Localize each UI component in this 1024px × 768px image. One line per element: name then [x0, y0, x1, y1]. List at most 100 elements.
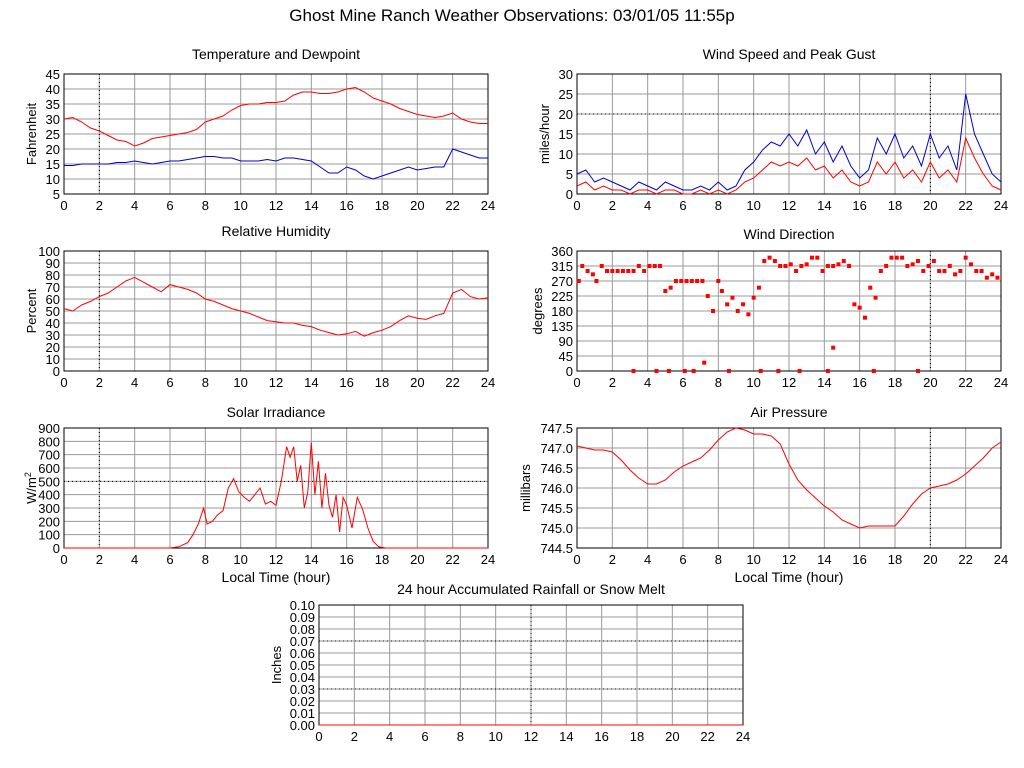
- y-tick-label: 300: [38, 501, 60, 516]
- x-tick-label: 8: [457, 729, 464, 744]
- data-point: [691, 369, 696, 373]
- data-point: [910, 262, 915, 267]
- x-tick-label: 20: [410, 375, 424, 390]
- y-tick-label: 45: [559, 349, 573, 364]
- y-tick-label: 800: [38, 434, 60, 449]
- y-tick-label: 30: [559, 67, 573, 82]
- y-axis-label: Fahrenheit: [24, 103, 39, 166]
- y-tick-label: 10: [559, 147, 573, 162]
- x-tick-label: 6: [679, 552, 686, 567]
- y-tick-label: 270: [551, 274, 573, 289]
- x-tick-label: 24: [481, 198, 495, 213]
- y-tick-label: 0.09: [290, 610, 315, 625]
- y-tick-label: 30: [46, 112, 60, 127]
- data-point: [878, 269, 883, 273]
- series-line-red: [576, 136, 1002, 195]
- x-tick-label: 22: [958, 552, 972, 567]
- x-tick-label: 22: [958, 375, 972, 390]
- data-point: [937, 269, 942, 273]
- x-tick-label: 12: [782, 375, 796, 390]
- data-point: [580, 264, 585, 268]
- plot-frame: [63, 73, 489, 195]
- data-point: [831, 345, 836, 350]
- x-tick-label: 18: [375, 552, 389, 567]
- x-tick-label: 20: [923, 198, 937, 213]
- y-tick-label: 900: [38, 421, 60, 436]
- data-point: [716, 279, 721, 283]
- y-tick-label: 70: [46, 280, 60, 295]
- plot-frame: [576, 250, 1002, 372]
- data-point: [576, 279, 581, 283]
- x-tick-label: 20: [410, 198, 424, 213]
- data-point: [668, 285, 673, 290]
- data-point: [804, 262, 809, 267]
- data-point: [735, 309, 740, 313]
- y-tick-label: 40: [46, 82, 60, 97]
- data-point: [695, 279, 700, 283]
- y-tick-label: 745.5: [540, 501, 573, 516]
- data-point: [599, 264, 604, 268]
- chart-rain: 24 hour Accumulated Rainfall or Snow Mel…: [269, 581, 750, 744]
- y-tick-label: 0: [566, 364, 573, 379]
- x-tick-label: 22: [700, 729, 714, 744]
- x-tick-label: 2: [351, 729, 358, 744]
- chart-title: Solar Irradiance: [227, 404, 326, 420]
- x-tick-label: 2: [96, 375, 103, 390]
- y-tick-label: 20: [559, 107, 573, 122]
- y-tick-label: 0.01: [290, 706, 315, 721]
- x-tick-label: 0: [60, 552, 67, 567]
- x-tick-label: 8: [715, 552, 722, 567]
- x-tick-label: 24: [994, 552, 1008, 567]
- y-tick-label: 0.05: [290, 658, 315, 673]
- x-tick-label: 14: [817, 375, 831, 390]
- data-point: [654, 369, 659, 373]
- x-tick-label: 18: [888, 375, 902, 390]
- data-point: [673, 279, 678, 283]
- data-point: [947, 264, 952, 268]
- data-point: [642, 269, 647, 273]
- data-point: [820, 269, 825, 273]
- data-point: [915, 369, 920, 373]
- data-point: [797, 369, 802, 373]
- series-line-red: [63, 276, 489, 337]
- series-line-red: [64, 442, 488, 549]
- y-tick-label: 50: [46, 304, 60, 319]
- x-tick-label: 18: [375, 375, 389, 390]
- y-tick-label: 180: [551, 304, 573, 319]
- x-tick-label: 14: [559, 729, 573, 744]
- data-point: [809, 255, 814, 260]
- data-point: [900, 255, 905, 260]
- x-tick-label: 16: [852, 552, 866, 567]
- data-point: [590, 272, 595, 277]
- x-tick-label: 12: [524, 729, 538, 744]
- x-tick-label: 20: [410, 552, 424, 567]
- x-tick-label: 12: [269, 552, 283, 567]
- y-tick-label: 0.04: [290, 670, 315, 685]
- data-point: [620, 269, 625, 273]
- y-axis-label: W/m2: [23, 472, 39, 504]
- y-axis-label: degrees: [530, 287, 545, 334]
- data-point: [631, 269, 636, 273]
- y-tick-label: 20: [46, 340, 60, 355]
- data-point: [758, 369, 763, 373]
- x-tick-label: 0: [60, 375, 67, 390]
- data-point: [730, 295, 735, 300]
- data-point: [873, 295, 878, 300]
- data-point: [626, 269, 631, 273]
- data-point: [984, 275, 989, 280]
- data-point: [756, 285, 761, 290]
- x-tick-label: 10: [233, 552, 247, 567]
- x-tick-label: 22: [445, 375, 459, 390]
- chart-title: Temperature and Dewpoint: [192, 46, 360, 62]
- y-tick-label: 20: [46, 142, 60, 157]
- x-tick-label: 0: [573, 375, 580, 390]
- data-point: [666, 369, 671, 373]
- y-axis-label: Inches: [269, 645, 284, 684]
- y-tick-label: 747.0: [540, 441, 573, 456]
- data-point: [884, 264, 889, 268]
- data-point: [889, 255, 894, 260]
- y-tick-label: 60: [46, 292, 60, 307]
